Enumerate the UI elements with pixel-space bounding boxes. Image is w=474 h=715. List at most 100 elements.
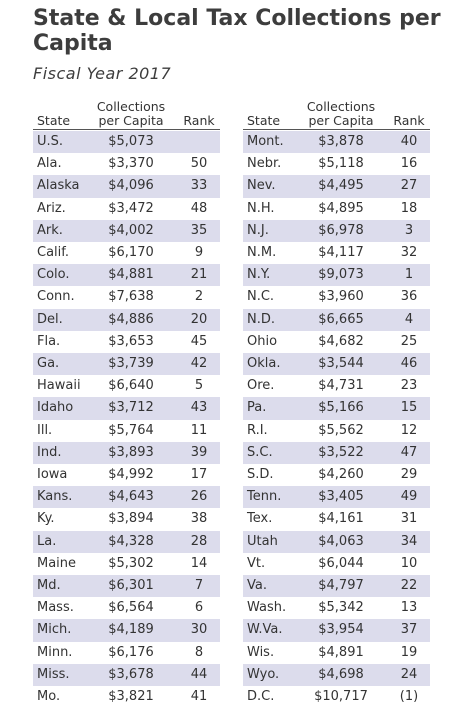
table-row: N.D. $6,665 4 <box>243 308 430 331</box>
table-row: Wyo. $4,698 24 <box>243 663 430 686</box>
rank: 34 <box>400 533 418 549</box>
rank: 39 <box>190 444 208 460</box>
table: State Collections per Capita Rank U.S. $5,07… <box>33 98 220 709</box>
collections: $4,063 <box>318 533 364 549</box>
rank: 31 <box>400 511 418 527</box>
state: Nev. <box>247 178 276 194</box>
rank: 21 <box>190 267 208 283</box>
table-row: R.I. $5,562 12 <box>243 420 430 442</box>
state: N.D. <box>247 311 275 327</box>
table-row: Ore. $4,731 23 <box>243 375 430 397</box>
state: Wash. <box>247 600 287 616</box>
table-row: Idaho $3,712 43 <box>33 397 220 420</box>
state: Hawaii <box>37 378 81 394</box>
state: Ky. <box>37 511 55 527</box>
header-rule <box>243 129 430 130</box>
rank: 28 <box>190 533 208 549</box>
rank: 6 <box>194 600 204 616</box>
rank: 50 <box>190 156 208 172</box>
state: Ga. <box>37 356 60 371</box>
state: Ariz. <box>37 200 66 216</box>
table-row: Pa. $5,166 15 <box>243 397 430 420</box>
rank: 48 <box>190 200 208 216</box>
rank: 41 <box>190 689 208 704</box>
table-row: Nev. $4,495 27 <box>243 175 430 198</box>
collections: $4,002 <box>108 222 154 238</box>
table-row: Minn. $6,176 8 <box>33 642 220 664</box>
state: Wyo. <box>247 666 280 682</box>
rank: 29 <box>400 467 418 482</box>
table: State Collections per Capita Rank Mont. $3,8… <box>243 98 430 709</box>
collections: $4,643 <box>108 489 154 505</box>
state: Idaho <box>37 400 74 416</box>
table-row: Tex. $4,161 31 <box>243 508 430 530</box>
state: Va. <box>247 578 267 593</box>
rank: 5 <box>194 378 204 394</box>
rank: 44 <box>190 666 208 682</box>
collections: $4,891 <box>318 644 364 660</box>
table-row: N.C. $3,960 36 <box>243 286 430 308</box>
table-row: Utah $4,063 34 <box>243 530 430 553</box>
rank: 42 <box>190 356 208 371</box>
table-row: Iowa $4,992 17 <box>33 464 220 486</box>
collections: $6,665 <box>318 311 364 327</box>
state: Miss. <box>37 666 70 682</box>
state: Ala. <box>37 156 62 172</box>
table-row: U.S. $5,073 <box>33 131 220 154</box>
table-row: Mo. $3,821 41 <box>33 686 220 708</box>
rank: 35 <box>190 222 208 238</box>
state: D.C. <box>247 689 275 704</box>
table-row: Nebr. $5,118 16 <box>243 153 430 175</box>
collections: $6,170 <box>108 245 154 260</box>
state: Fla. <box>37 333 61 349</box>
collections: $3,678 <box>108 666 154 682</box>
table-row: Fla. $3,653 45 <box>33 331 220 353</box>
state: S.D. <box>247 467 274 482</box>
state: La. <box>37 533 57 549</box>
table-row: Del. $4,886 20 <box>33 308 220 331</box>
state: Tex. <box>247 511 273 527</box>
table-row: Miss. $3,678 44 <box>33 663 220 686</box>
collections: $3,712 <box>108 400 154 416</box>
collections: $5,166 <box>318 400 364 416</box>
collections: $4,161 <box>318 511 364 527</box>
table-row: Va. $4,797 22 <box>243 575 430 598</box>
state: U.S. <box>37 134 64 149</box>
state: Mo. <box>37 689 61 704</box>
table-row: Md. $6,301 7 <box>33 575 220 598</box>
collections: $4,881 <box>108 267 154 283</box>
table-row: Conn. $7,638 2 <box>33 286 220 308</box>
table-row: Ind. $3,893 39 <box>33 441 220 464</box>
collections: $4,117 <box>318 245 364 260</box>
state: Tenn. <box>247 489 282 505</box>
column-header: State <box>37 113 71 128</box>
column-header: Rank <box>393 113 425 128</box>
rank: 27 <box>400 178 418 194</box>
collections: $6,640 <box>108 378 154 394</box>
column-header: Collections per Capita <box>306 99 376 128</box>
collections: $4,260 <box>318 467 364 482</box>
state: Alaska <box>37 178 80 194</box>
rank: 22 <box>400 578 418 593</box>
table-row: Vt. $6,044 10 <box>243 553 430 575</box>
table-row: Calif. $6,170 9 <box>33 242 220 264</box>
collections: $3,544 <box>318 356 364 371</box>
rank: 3 <box>404 222 414 238</box>
collections: $6,564 <box>108 600 154 616</box>
table-row: Okla. $3,544 46 <box>243 353 430 376</box>
collections: $4,731 <box>318 378 364 394</box>
table-row: Mont. $3,878 40 <box>243 131 430 154</box>
table-row: Ark. $4,002 35 <box>33 219 220 242</box>
table-row: N.J. $6,978 3 <box>243 219 430 242</box>
state: Ind. <box>37 444 62 460</box>
collections: $4,698 <box>318 666 364 682</box>
state: Okla. <box>247 356 281 371</box>
subtitle: Fiscal Year 2017 <box>33 64 172 83</box>
collections: $4,682 <box>318 333 364 349</box>
state: W.Va. <box>247 622 283 638</box>
collections: $10,717 <box>314 689 368 704</box>
collections: $6,044 <box>318 555 364 571</box>
collections: $4,328 <box>108 533 154 549</box>
state: Kans. <box>37 489 73 505</box>
